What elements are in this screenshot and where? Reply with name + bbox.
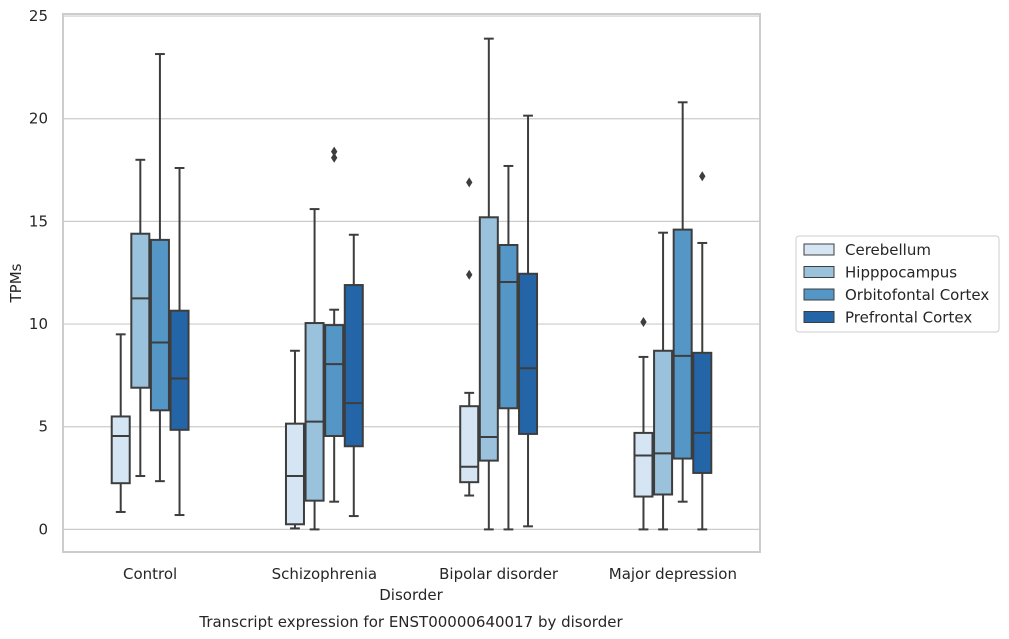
legend-swatch bbox=[803, 311, 835, 323]
y-tick-label: 0 bbox=[38, 520, 48, 538]
box-orbitofontal-cortex bbox=[672, 101, 693, 503]
legend-item: Hipppocampus bbox=[803, 264, 957, 282]
box-cerebellum bbox=[459, 177, 480, 497]
outlier-point bbox=[699, 171, 706, 182]
x-tick-labels: Control Schizophrenia Bipolar disorder Majo… bbox=[123, 565, 737, 583]
y-tick-labels: 0 5 10 15 20 25 bbox=[29, 7, 48, 538]
box-hipppocampus bbox=[653, 231, 674, 531]
x-tick-label: Major depression bbox=[609, 565, 737, 583]
y-tick-label: 5 bbox=[38, 418, 48, 436]
legend-label: Cerebellum bbox=[845, 241, 931, 259]
box-iqr bbox=[130, 232, 151, 389]
outlier-point bbox=[330, 152, 338, 163]
box-iqr bbox=[478, 216, 499, 462]
box-iqr bbox=[633, 431, 654, 498]
box-orbitofontal-cortex bbox=[149, 53, 170, 483]
box-cerebellum bbox=[110, 333, 131, 513]
x-tick-label: Bipolar disorder bbox=[439, 565, 559, 583]
box-iqr bbox=[304, 322, 325, 502]
box-prefrontal-cortex bbox=[169, 167, 190, 517]
y-tick-label: 15 bbox=[29, 212, 48, 230]
y-tick-label: 25 bbox=[29, 7, 48, 25]
legend-swatch bbox=[803, 288, 835, 301]
y-tick-label: 10 bbox=[29, 315, 48, 333]
legend-label: Hipppocampus bbox=[845, 264, 957, 282]
outlier-point bbox=[640, 317, 647, 328]
box-iqr bbox=[692, 351, 713, 474]
legend-label: Prefrontal Cortex bbox=[845, 309, 972, 327]
box-iqr bbox=[324, 324, 345, 437]
legend-item: Cerebellum bbox=[803, 241, 931, 259]
box-iqr bbox=[459, 405, 480, 484]
x-axis-label: Disorder bbox=[379, 586, 443, 604]
legend-label: Orbitofontal Cortex bbox=[845, 286, 989, 304]
outlier-point bbox=[330, 146, 338, 157]
legend-frame bbox=[795, 235, 1000, 333]
box-iqr bbox=[672, 228, 693, 460]
legend: Cerebellum Hipppocampus Orbitofontal Corte… bbox=[795, 235, 1000, 333]
box-iqr bbox=[149, 238, 170, 412]
box-orbitofontal-cortex bbox=[324, 146, 345, 503]
box-iqr bbox=[110, 415, 131, 485]
y-tick-label: 20 bbox=[29, 110, 48, 128]
box-cerebellum bbox=[284, 349, 305, 530]
x-tick-label: Control bbox=[123, 565, 177, 583]
box-orbitofontal-cortex bbox=[498, 164, 519, 531]
chart-caption: Transcript expression for ENST0000064001… bbox=[198, 613, 623, 631]
box-iqr bbox=[498, 244, 519, 410]
box-prefrontal-cortex bbox=[343, 233, 364, 518]
plot-frame bbox=[62, 13, 761, 553]
box-prefrontal-cortex bbox=[518, 114, 539, 528]
legend-swatch bbox=[803, 266, 835, 278]
outlier-point bbox=[466, 177, 473, 188]
box-iqr bbox=[343, 284, 364, 448]
plot-area bbox=[62, 13, 761, 553]
box-iqr bbox=[169, 309, 190, 431]
box-hipppocampus bbox=[478, 37, 499, 531]
y-axis-label: TPMs bbox=[7, 263, 25, 303]
boxes bbox=[110, 37, 713, 531]
box-iqr bbox=[653, 349, 674, 496]
legend-item: Orbitofontal Cortex bbox=[803, 286, 989, 304]
legend-swatch bbox=[803, 243, 835, 256]
box-prefrontal-cortex bbox=[692, 171, 713, 531]
box-hipppocampus bbox=[304, 208, 325, 531]
x-tick-label: Schizophrenia bbox=[272, 565, 377, 583]
outlier-point bbox=[466, 269, 473, 280]
box-hipppocampus bbox=[130, 158, 151, 478]
box-iqr bbox=[518, 272, 539, 435]
legend-item: Prefrontal Cortex bbox=[803, 309, 972, 327]
box-iqr bbox=[284, 422, 305, 526]
box-cerebellum bbox=[633, 317, 654, 531]
